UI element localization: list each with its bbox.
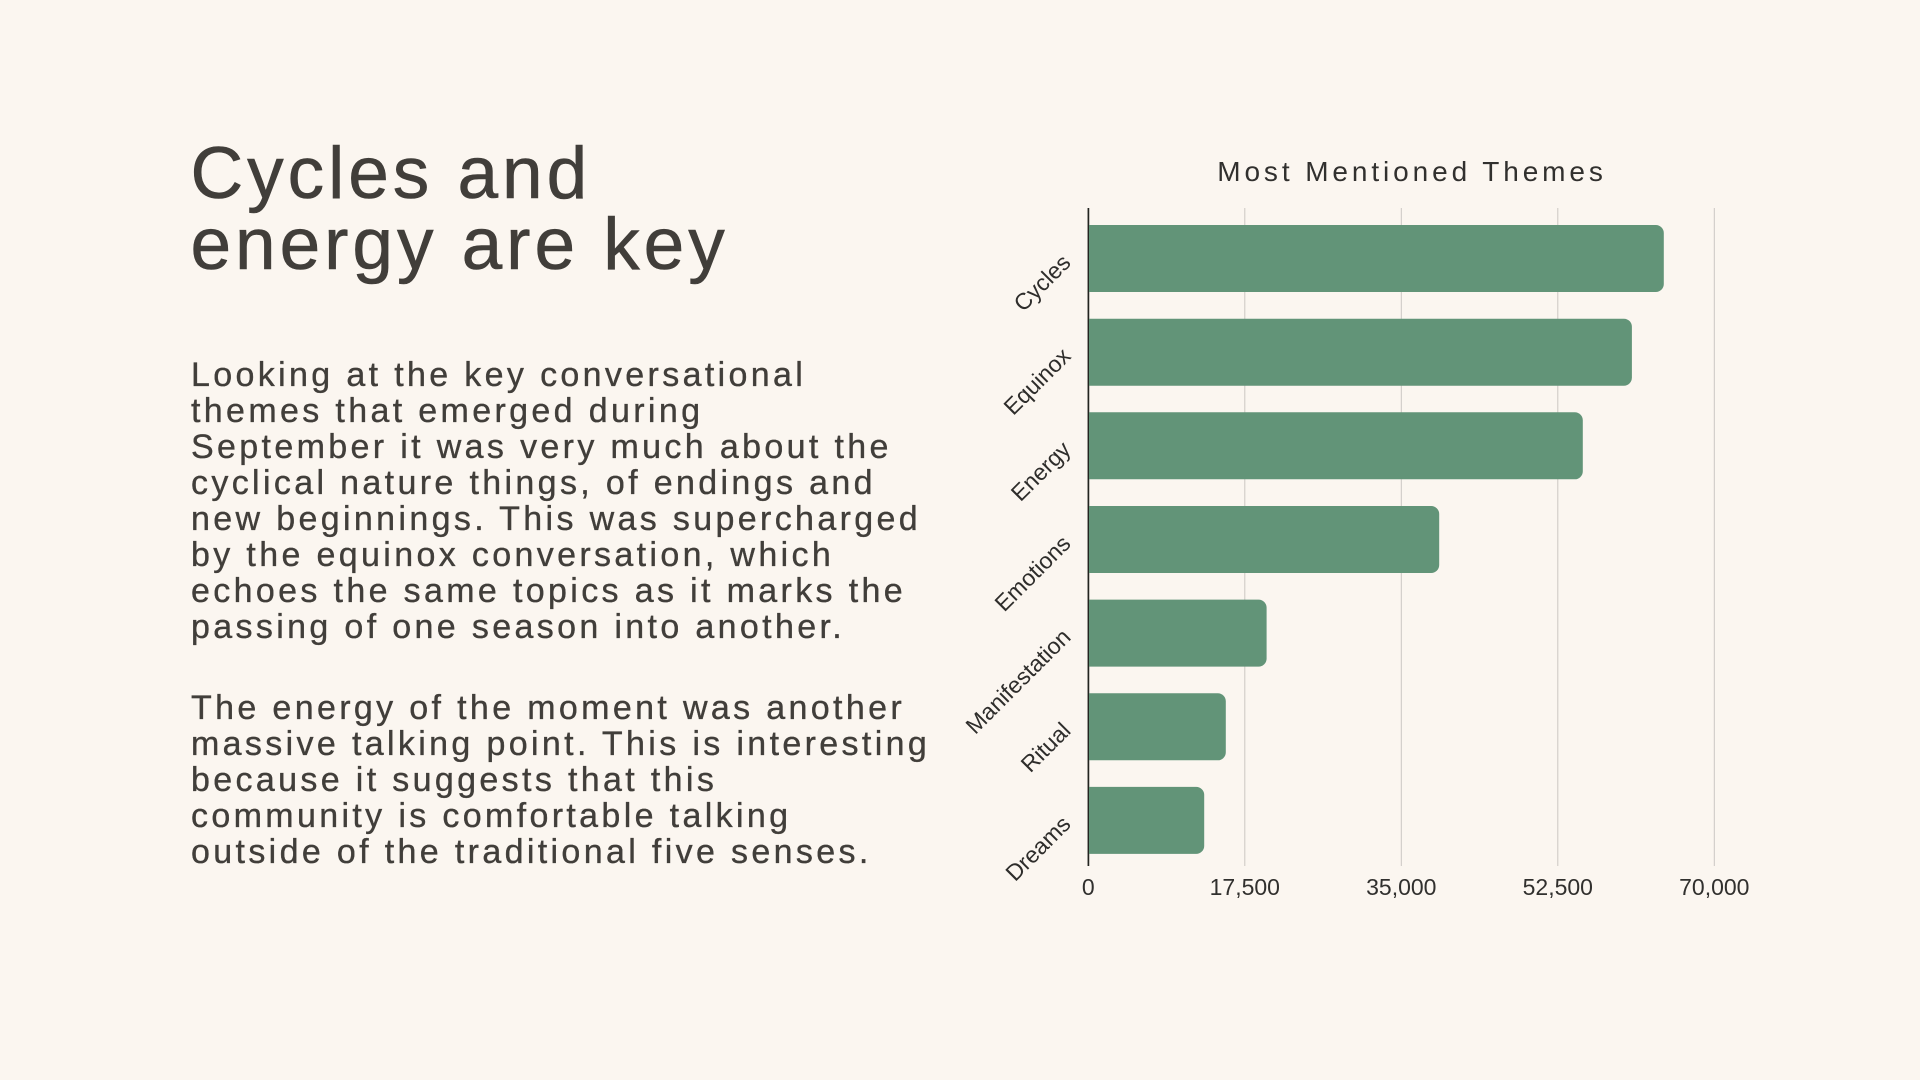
svg-text:Energy: Energy [1006, 436, 1076, 506]
svg-text:Cycles: Cycles [1008, 249, 1075, 316]
svg-text:52,500: 52,500 [1523, 874, 1593, 900]
svg-text:0: 0 [1082, 874, 1095, 900]
svg-text:Equinox: Equinox [998, 342, 1076, 420]
svg-text:17,500: 17,500 [1210, 874, 1280, 900]
svg-text:Dreams: Dreams [1000, 811, 1075, 886]
svg-text:70,000: 70,000 [1679, 874, 1749, 900]
svg-text:Ritual: Ritual [1016, 717, 1076, 777]
svg-text:Emotions: Emotions [989, 530, 1075, 616]
svg-text:35,000: 35,000 [1366, 874, 1436, 900]
